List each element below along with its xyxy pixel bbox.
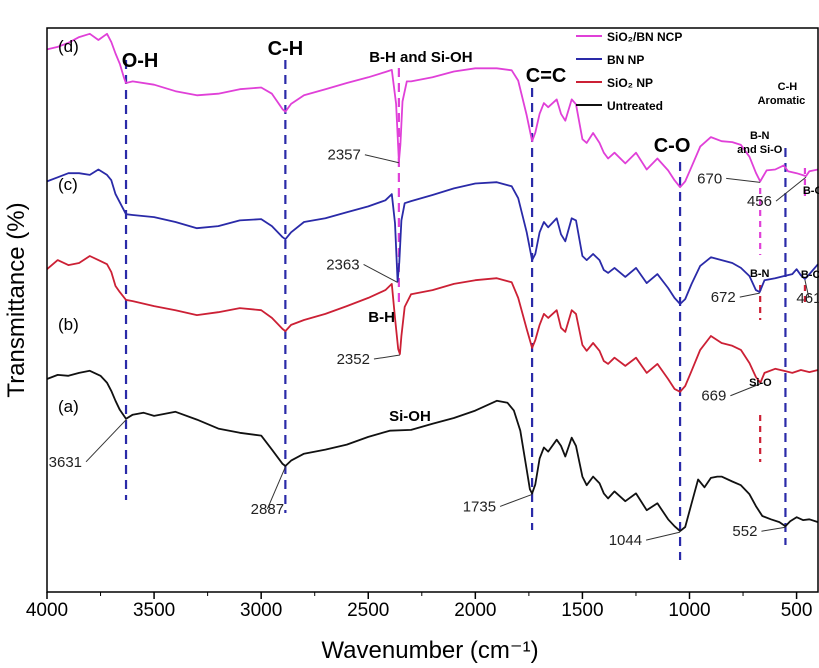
annotation-leader — [373, 354, 401, 360]
y-axis-title: Transmittance (%) — [3, 202, 30, 397]
group-label: B-N — [750, 268, 770, 280]
peak-label: 1735 — [463, 498, 496, 515]
peak-label: 672 — [711, 289, 736, 306]
curve-label: (b) — [58, 315, 79, 334]
band-label: O-H — [122, 50, 159, 72]
peak-label: 2887 — [251, 501, 284, 518]
annotations: (d) (c) (b) (a) O-H C-H B-H and Si-OH C=C C-O C-H… — [49, 37, 819, 549]
annotation-leader — [85, 419, 127, 463]
legend: SiO₂/BN NCP BN NP SiO₂ NP Untreated — [576, 30, 682, 113]
annotation-leader — [726, 177, 761, 183]
peak-label: 3631 — [49, 454, 82, 471]
x-tick-label: 3500 — [133, 600, 175, 621]
peak-label: 552 — [732, 523, 757, 540]
legend-label: SiO₂ NP — [607, 76, 653, 90]
plot-area-border — [46, 27, 819, 593]
x-axis: 4000 3500 3000 2500 2000 1500 1000 500 — [26, 592, 813, 621]
band-label: C-H — [268, 38, 304, 60]
annotation-leader — [266, 466, 286, 510]
annotation-leader — [739, 292, 760, 298]
band-label: C=C — [526, 65, 567, 87]
peak-label: 670 — [697, 170, 722, 187]
x-axis-title: Wavenumber (cm⁻¹) — [321, 637, 538, 664]
group-label-line: and Si-O — [737, 144, 783, 156]
curve-label: (d) — [58, 37, 79, 56]
peak-label: 2363 — [326, 256, 359, 273]
series-line — [46, 369, 819, 532]
annotation-leader — [499, 493, 533, 507]
series-line — [46, 168, 819, 305]
peak-label: 2357 — [328, 147, 361, 164]
group-label: Si-O — [749, 377, 772, 389]
x-tick-label: 1000 — [668, 600, 710, 621]
band-label-line: C-H — [778, 81, 798, 93]
group-label: Si-OH — [389, 408, 431, 425]
curve-label: (a) — [58, 397, 79, 416]
peak-label: 456 — [747, 193, 772, 210]
group-label: B-O — [803, 185, 819, 197]
annotation-leader — [804, 279, 810, 299]
x-tick-label: 3000 — [240, 600, 282, 621]
legend-label: BN NP — [607, 53, 644, 67]
x-tick-label: 1500 — [561, 600, 603, 621]
plot-frame — [46, 27, 819, 593]
annotation-leader — [730, 383, 761, 397]
group-label: B-O — [801, 269, 819, 281]
peak-label: 1044 — [609, 532, 642, 549]
curve-label: (c) — [58, 175, 78, 194]
band-label-line: Aromatic — [758, 95, 806, 107]
legend-label: Untreated — [607, 99, 663, 113]
annotation-leader — [364, 154, 399, 164]
x-tick-label: 2500 — [347, 600, 389, 621]
annotation-leader — [775, 176, 807, 202]
peak-label: 2352 — [337, 351, 370, 368]
annotation-leader — [363, 264, 398, 283]
annotation-leader — [645, 531, 681, 541]
annotation-leader — [761, 526, 786, 532]
series-line — [46, 255, 819, 393]
band-label: C-O — [654, 135, 691, 157]
legend-label: SiO₂/BN NCP — [607, 30, 682, 44]
group-label: B-H — [368, 309, 395, 326]
group-label-line: B-N — [750, 130, 770, 142]
spectra — [46, 32, 819, 532]
x-tick-label: 500 — [781, 600, 813, 621]
x-tick-label: 2000 — [454, 600, 496, 621]
band-label: B-H and Si-OH — [369, 49, 472, 66]
peak-label: 669 — [701, 388, 726, 405]
x-tick-label: 4000 — [26, 600, 68, 621]
series-line — [46, 32, 819, 189]
peak-label: 461 — [796, 290, 819, 307]
